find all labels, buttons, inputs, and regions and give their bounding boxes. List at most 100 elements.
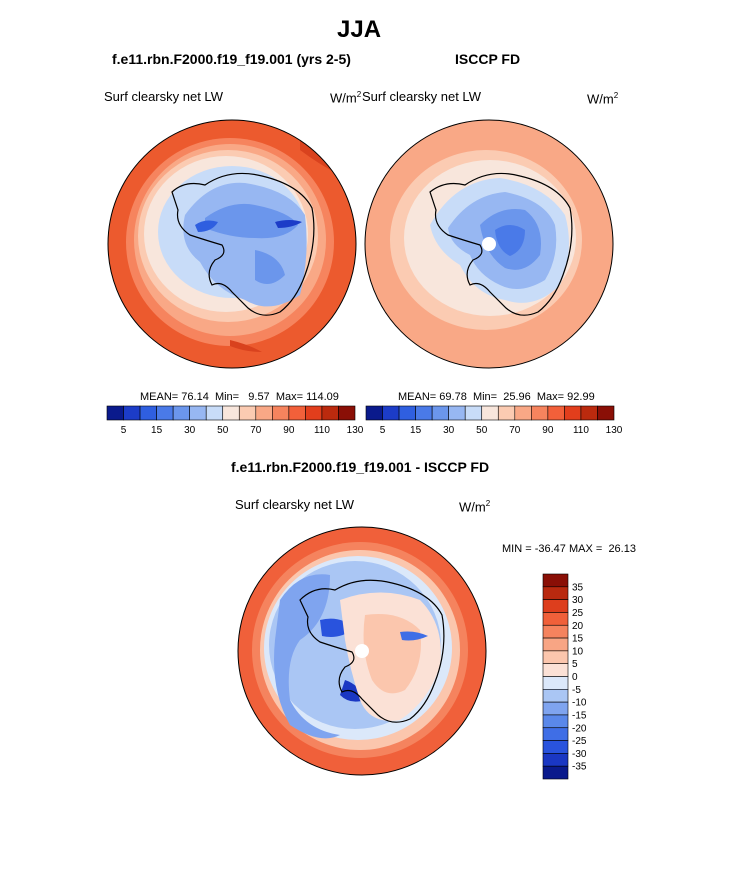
colorbar-model-tick-label: 70 [250, 425, 262, 436]
colorbar-model-swatch [189, 405, 207, 421]
colorbar-obs-swatch [597, 405, 615, 421]
colorbar-obs-swatch [481, 405, 499, 421]
colorbar-diff-tick-label: -5 [572, 685, 581, 696]
diff-max: 26.13 [608, 543, 636, 555]
colorbar-obs-swatch [464, 405, 483, 421]
diff-max-label: MAX = [568, 543, 603, 555]
colorbar-obs-swatch [580, 405, 598, 421]
colorbar-obs-swatch [365, 405, 383, 421]
colorbar-diff-swatch [542, 650, 569, 664]
colorbar-diff-swatch [542, 573, 569, 588]
map-model-border [107, 119, 357, 369]
colorbar-model-tick-label: 5 [121, 425, 127, 436]
panel2-max: 92.99 [567, 391, 595, 403]
diff-stats: MIN = -36.47 MAX = 26.13 [502, 543, 636, 555]
colorbar-obs-swatch [497, 405, 516, 421]
colorbar-obs-tick-label: 30 [443, 425, 455, 436]
colorbar-model-swatch [205, 405, 224, 421]
panel2-min-label: Min= [472, 391, 498, 403]
colorbar-diff-swatch [542, 689, 569, 703]
colorbar-model-swatch [222, 405, 240, 421]
colorbar-model: 5 15 30 50 70 90 110 130 [106, 405, 364, 436]
colorbar-model-tick-label: 50 [217, 425, 229, 436]
colorbar-model-tick-label: 90 [283, 425, 295, 436]
colorbar-diff-tick-label: -30 [572, 749, 587, 760]
colorbar-model-swatch [321, 405, 339, 421]
colorbar-diff-tick-label: 20 [572, 621, 584, 632]
colorbar-obs-swatch [448, 405, 466, 421]
colorbar-model-tick-label: 110 [314, 425, 330, 436]
map-model-coastline [171, 172, 315, 316]
page-title: JJA [337, 16, 382, 43]
diff-units: W/m2 [459, 499, 490, 514]
colorbar-diff-swatch [542, 637, 569, 652]
panel2-units: W/m2 [587, 91, 618, 106]
colorbar-obs: 5 15 30 50 70 90 110 130 [365, 405, 623, 436]
map-diff-field [238, 527, 486, 775]
panel1-mean: 76.14 [181, 391, 209, 403]
colorbar-diff-swatch [542, 701, 569, 716]
colorbar-diff-tick-label: 15 [572, 634, 584, 645]
colorbar-diff-tick-label: 30 [572, 595, 584, 606]
colorbar-model-tick-label: 30 [184, 425, 196, 436]
panel1-mean-label: MEAN= [140, 391, 179, 403]
panel2-min: 25.96 [503, 391, 531, 403]
colorbar-diff-tick-label: -15 [572, 710, 587, 721]
colorbar-obs-tick-label: 15 [410, 425, 422, 436]
colorbar-diff-tick-label: 5 [572, 659, 578, 670]
panel1-min: 9.57 [248, 391, 270, 403]
map-diff-coastline [299, 579, 445, 723]
colorbar-model-swatch [123, 405, 141, 421]
diff-title: f.e11.rbn.F2000.f19_f19.001 - ISCCP FD [231, 459, 490, 475]
colorbar-diff-swatch [542, 727, 569, 741]
panel1-units: W/m2 [330, 90, 361, 105]
colorbar-obs-tick-label: 110 [573, 425, 589, 436]
colorbar-model-swatch [255, 405, 273, 421]
colorbar-diff-tick-label: -25 [572, 736, 587, 747]
colorbar-diff-tick-label: 25 [572, 608, 584, 619]
panel2-units-text: W/m [587, 91, 614, 107]
panel2-units-exp: 2 [613, 91, 619, 100]
colorbar-obs-tick-label: 50 [476, 425, 488, 436]
colorbar-obs-swatch [382, 405, 400, 421]
map-obs-border [364, 119, 614, 369]
colorbar-model-swatch [238, 405, 257, 421]
colorbar-obs-tick-label: 90 [542, 425, 554, 436]
colorbar-diff-swatch [542, 676, 569, 690]
panel2-variable-label: Surf clearsky net LW [362, 89, 481, 104]
colorbar-model-swatch [338, 405, 356, 421]
diff-units-exp: 2 [485, 499, 491, 508]
colorbar-model-tick-label: 130 [347, 425, 364, 436]
panel1-max: 114.09 [306, 391, 339, 403]
colorbar-model-swatch [272, 405, 290, 421]
colorbar-obs-tick-label: 130 [606, 425, 623, 436]
map-obs-coastline [429, 172, 573, 316]
colorbar-model-swatch [106, 405, 124, 421]
diff-variable-label: Surf clearsky net LW [235, 497, 354, 512]
map-diff-border [237, 526, 487, 776]
panel1-variable-label: Surf clearsky net LW [104, 89, 223, 104]
panel1-title: f.e11.rbn.F2000.f19_f19.001 (yrs 2-5) [112, 51, 351, 67]
colorbar-obs-tick-label: 5 [380, 425, 386, 436]
colorbar-obs-swatch [431, 405, 449, 421]
colorbar-model-swatch [172, 405, 190, 421]
colorbar-diff-swatch [542, 753, 569, 767]
colorbar-model-tick-label: 15 [151, 425, 163, 436]
colorbar-obs-swatch [564, 405, 582, 421]
colorbar-diff-tick-label: 10 [572, 646, 584, 657]
panel1-min-label: Min= [214, 391, 240, 403]
colorbar-model-swatch [288, 405, 306, 421]
colorbar-diff-swatch [542, 714, 569, 729]
colorbar-diff-tick-label: 35 [572, 582, 584, 593]
colorbar-diff-swatch [542, 740, 569, 754]
colorbar-obs-tick-label: 70 [509, 425, 521, 436]
panel1-units-exp: 2 [356, 90, 362, 99]
colorbar-obs-swatch [415, 405, 433, 421]
colorbar-diff-swatch [542, 663, 569, 677]
panel1-units-text: W/m [330, 90, 357, 106]
colorbar-model-swatch [305, 405, 323, 421]
map-model-field [108, 120, 356, 368]
colorbar-obs-swatch [398, 405, 416, 421]
colorbar-diff-swatch [542, 612, 569, 626]
